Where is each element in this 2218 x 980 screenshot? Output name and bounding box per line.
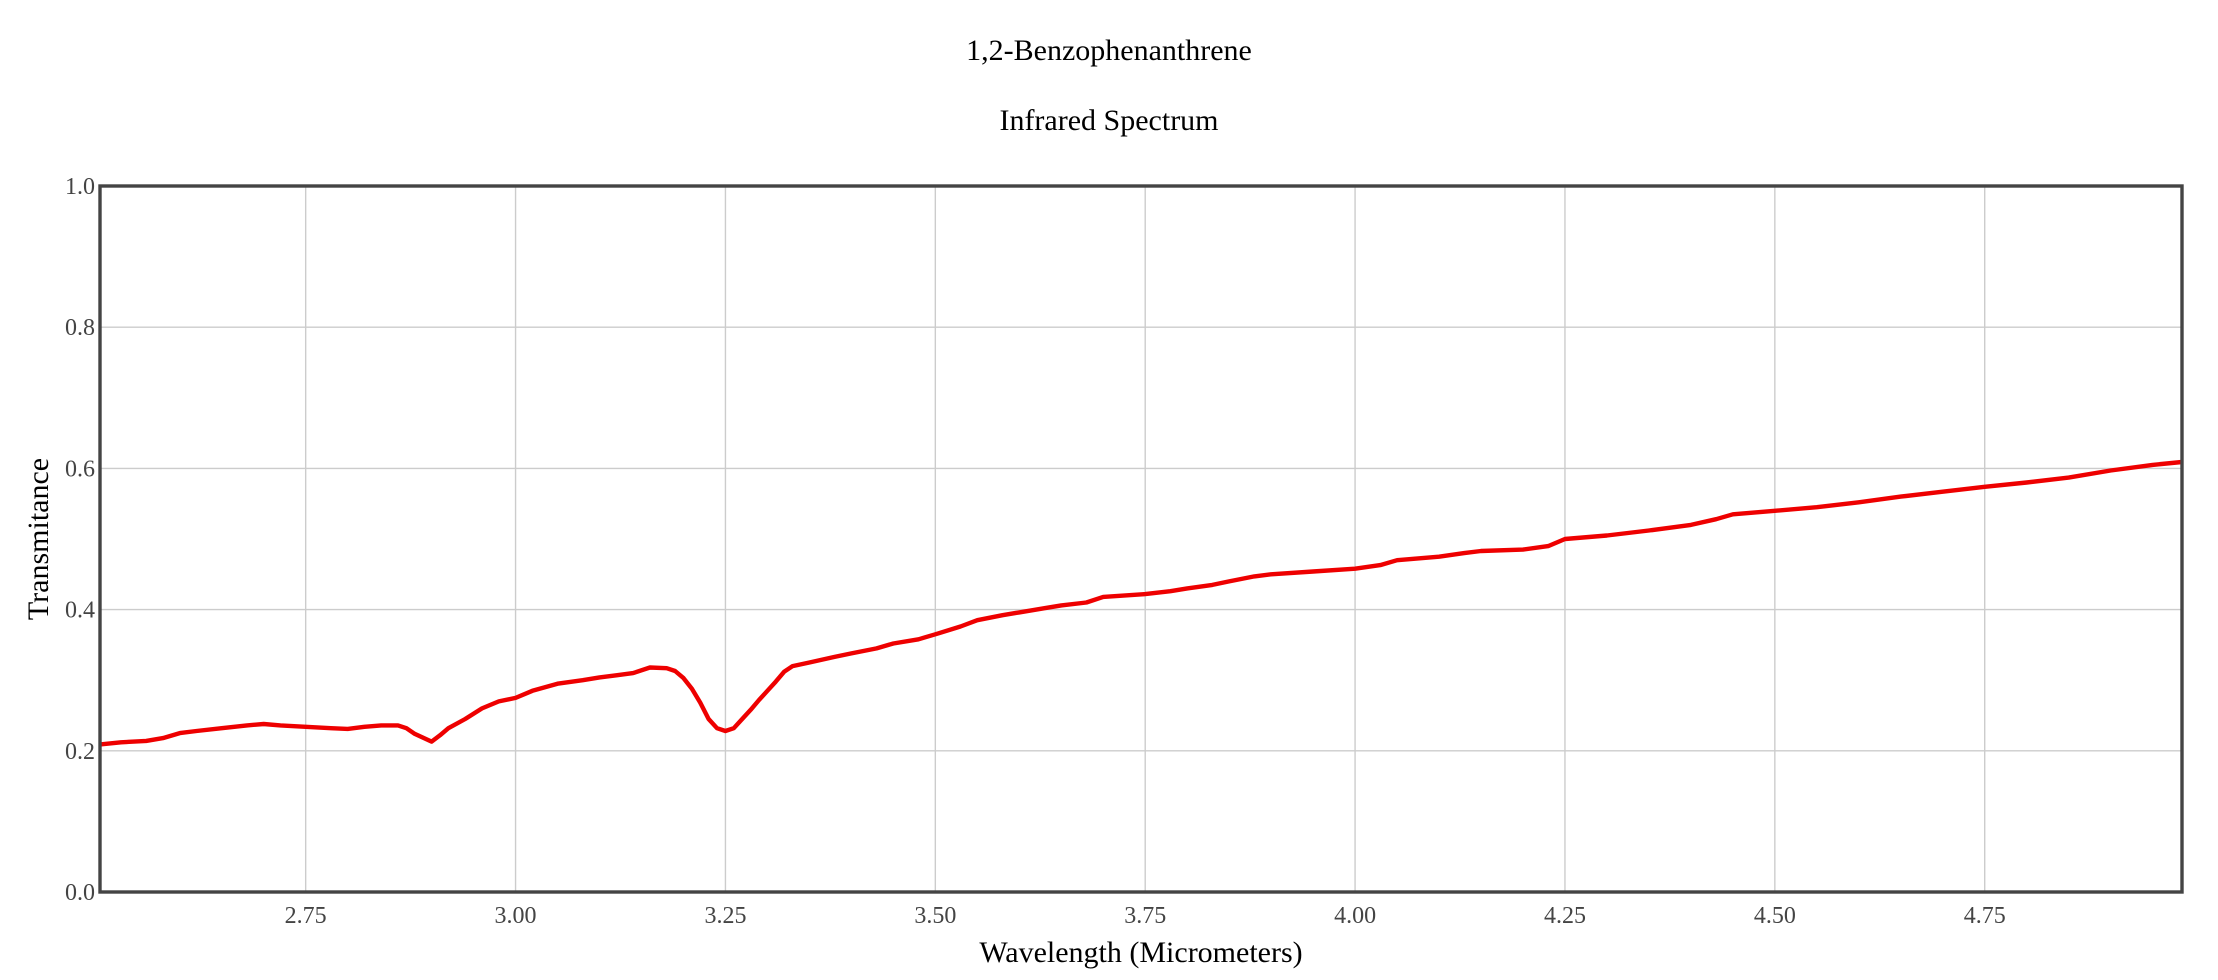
x-tick-label: 3.50 <box>914 903 956 929</box>
x-tick-label: 3.00 <box>495 903 537 929</box>
grid-lines <box>100 185 2182 893</box>
y-tick-labels: 0.0 0.2 0.4 0.6 0.8 1.0 <box>65 174 95 906</box>
chart-subtitle: Infrared Spectrum <box>999 104 1218 137</box>
x-tick-label: 4.75 <box>1964 903 2006 929</box>
x-tick-labels: 2.75 3.00 3.25 3.50 3.75 4.00 4.25 4.50 4.75 <box>285 903 2006 929</box>
y-tick-label: 0.0 <box>65 880 95 906</box>
x-tick-label: 4.00 <box>1334 903 1376 929</box>
series-layer <box>100 459 2182 747</box>
spectrum-line <box>100 459 2182 747</box>
y-tick-label: 0.4 <box>65 598 95 624</box>
x-tick-label: 4.25 <box>1544 903 1586 929</box>
chart-title: 1,2-Benzophenanthrene <box>966 34 1252 67</box>
x-tick-label: 4.50 <box>1754 903 1796 929</box>
x-tick-label: 3.75 <box>1124 903 1166 929</box>
x-axis-label: Wavelength (Micrometers) <box>979 936 1302 969</box>
y-tick-label: 0.6 <box>65 456 95 482</box>
y-tick-label: 1.0 <box>65 174 95 200</box>
y-axis-label: Transmitance <box>22 458 55 620</box>
x-tick-label: 3.25 <box>704 903 746 929</box>
plot-frame <box>98 184 2184 894</box>
y-tick-label: 0.8 <box>65 315 95 341</box>
y-tick-label: 0.2 <box>65 739 95 765</box>
x-tick-label: 2.75 <box>285 903 327 929</box>
